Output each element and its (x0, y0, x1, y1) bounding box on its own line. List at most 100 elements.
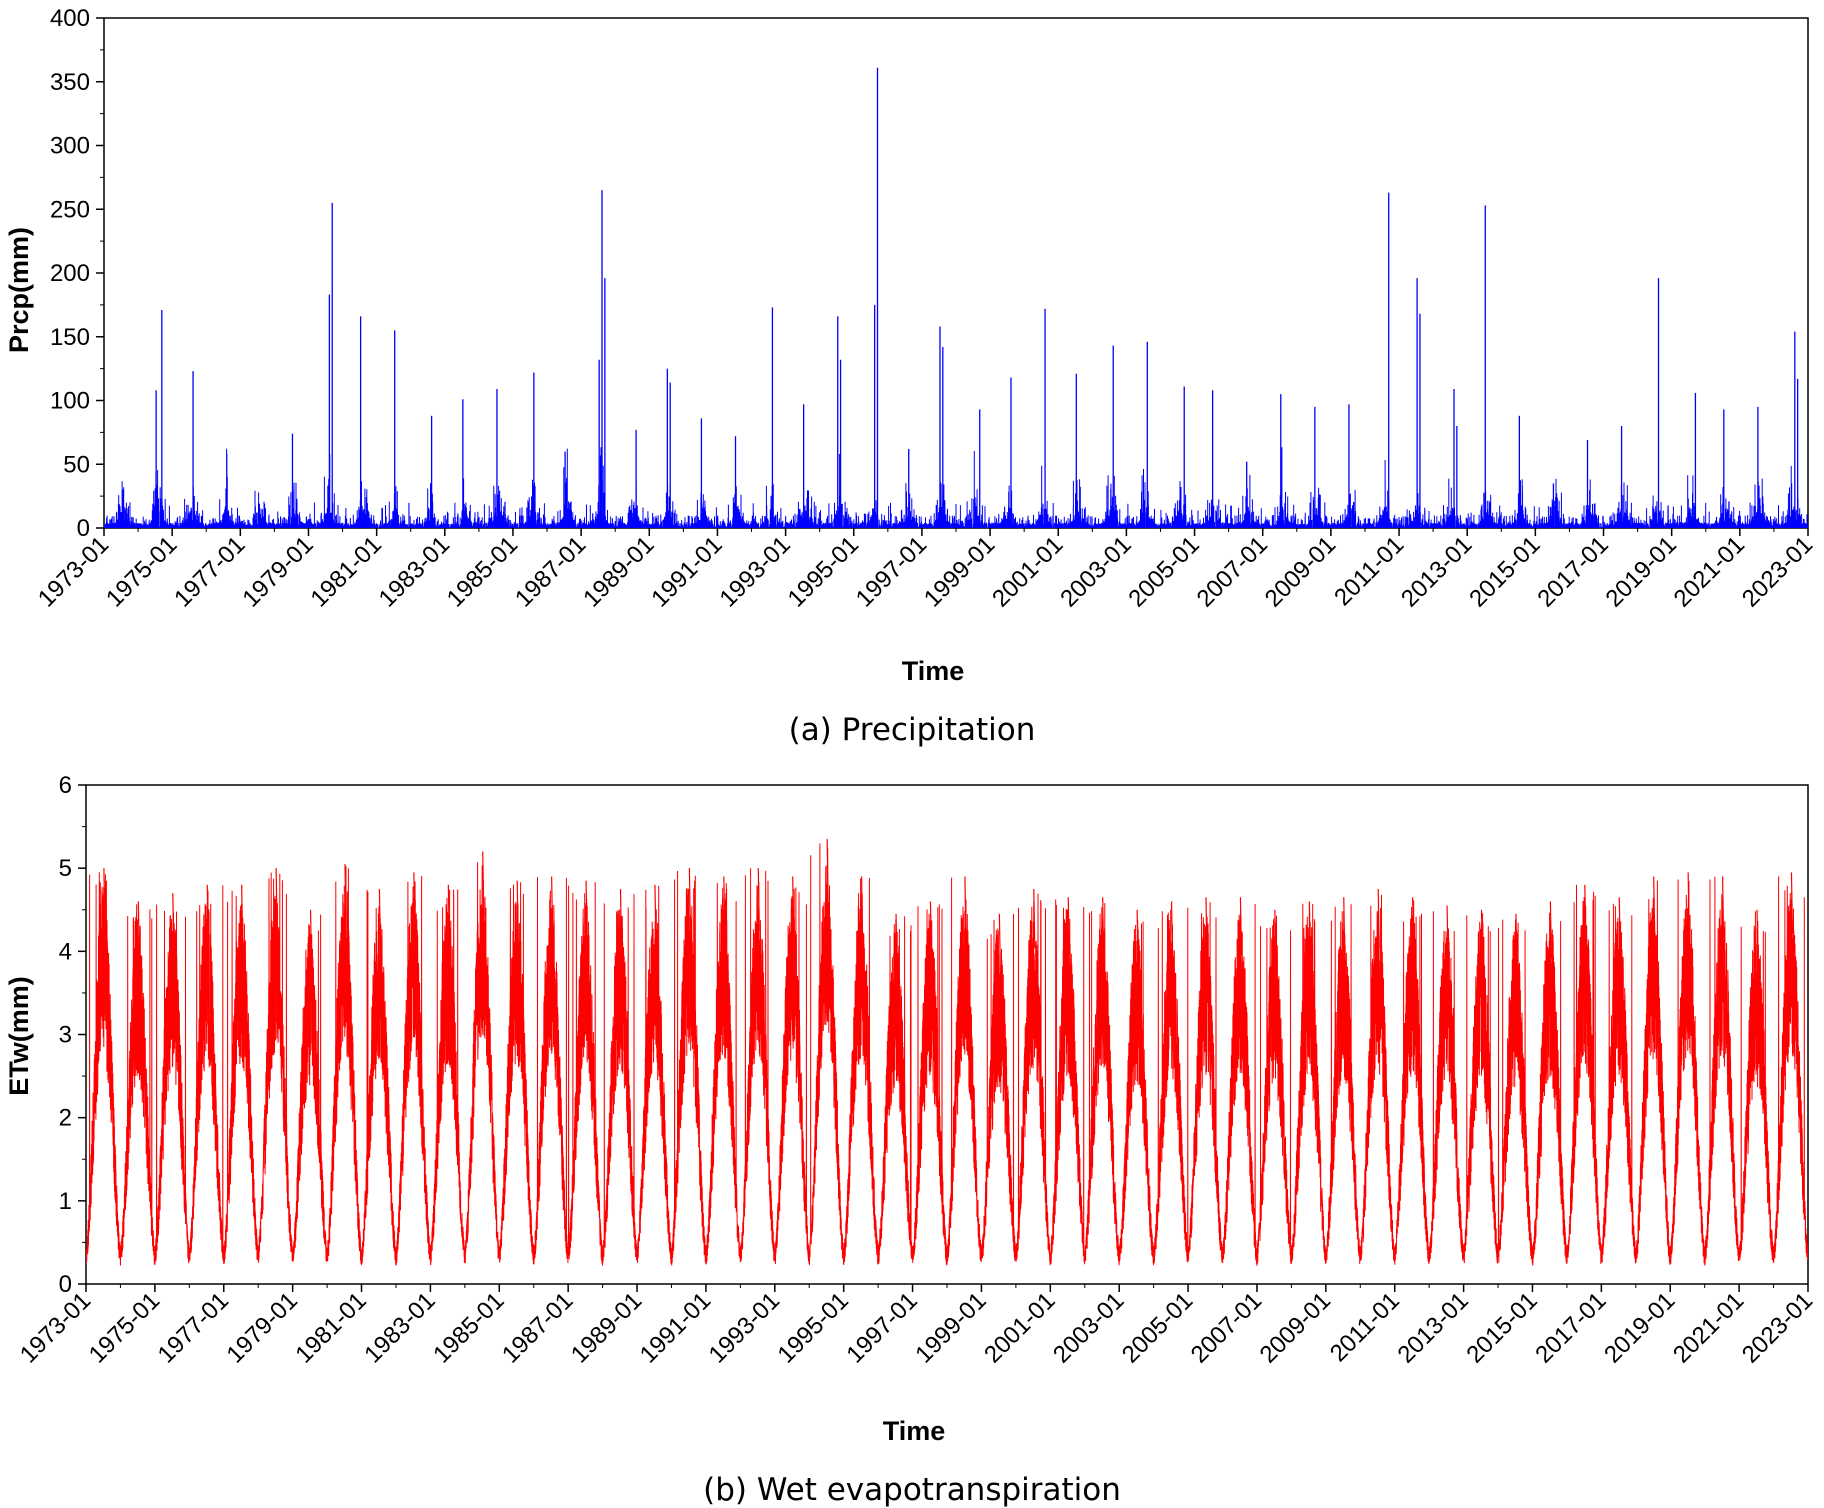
evapotranspiration-y-axis-label: ETw(mm) (4, 976, 34, 1096)
precipitation-x-tick-label: 1973-01 (33, 531, 114, 612)
precipitation-x-tick-label: 1997-01 (851, 531, 932, 612)
evapotranspiration-x-tick-label: 1985-01 (428, 1287, 509, 1368)
evapotranspiration-series-line (86, 843, 1808, 1266)
evapotranspiration-annual-peak-mark (1687, 872, 1690, 935)
evapotranspiration-annual-peak-mark (241, 884, 244, 945)
precipitation-x-tick-label: 1995-01 (783, 531, 864, 612)
precipitation-x-tick-label: 2003-01 (1055, 531, 1136, 612)
evapotranspiration-annual-peak-mark (551, 876, 554, 938)
evapotranspiration-annual-peak-mark (1618, 897, 1621, 956)
evapotranspiration-x-tick-label: 2001-01 (979, 1287, 1060, 1368)
evapotranspiration-annual-peak-mark (1308, 901, 1311, 959)
evapotranspiration-x-tick-label: 1979-01 (222, 1287, 303, 1368)
evapotranspiration-x-tick-label: 1995-01 (773, 1287, 854, 1368)
precipitation-x-tick-label: 2009-01 (1260, 531, 1341, 612)
precipitation-plot-frame (103, 17, 1809, 529)
precipitation-y-tick-label: 250 (50, 196, 90, 223)
evapotranspiration-x-tick-label: 2013-01 (1392, 1287, 1473, 1368)
evapotranspiration-x-tick-label: 1993-01 (704, 1287, 785, 1368)
precipitation-y-tick-label: 50 (63, 451, 90, 478)
evapotranspiration-annual-peak-mark (378, 888, 382, 949)
precipitation-x-tick-label: 2023-01 (1737, 531, 1818, 612)
evapotranspiration-annual-peak-mark (1515, 913, 1518, 970)
evapotranspiration-annual-peak-mark (447, 884, 450, 945)
evapotranspiration-x-tick-label: 2017-01 (1530, 1287, 1611, 1368)
evapotranspiration-annual-peak-mark (1549, 901, 1552, 959)
precipitation-x-axis-label: Time (902, 656, 965, 686)
evapotranspiration-x-tick-label: 1989-01 (566, 1287, 647, 1368)
precipitation-series-background (104, 447, 1808, 528)
evapotranspiration-annual-peak-mark (309, 909, 313, 966)
evapotranspiration-x-tick-label: 1973-01 (15, 1287, 96, 1368)
evapotranspiration-annual-peak-mark (1033, 888, 1036, 949)
evapotranspiration-annual-peak-mark (723, 876, 726, 938)
evapotranspiration-x-tick-label: 1991-01 (635, 1287, 716, 1368)
evapotranspiration-x-tick-label: 1987-01 (497, 1287, 578, 1368)
evapotranspiration-annual-peak-mark (482, 851, 485, 917)
evapotranspiration-annual-peak-mark (619, 888, 623, 949)
evapotranspiration-y-tick-label: 2 (59, 1105, 72, 1132)
evapotranspiration-annual-peak-mark (929, 901, 933, 959)
evapotranspiration-caption: (b) Wet evapotranspiration (703, 1472, 1121, 1508)
evapotranspiration-x-tick-label: 2005-01 (1117, 1287, 1198, 1368)
evapotranspiration-x-tick-label: 1999-01 (910, 1287, 991, 1368)
evapotranspiration-annual-peak-mark (998, 913, 1001, 970)
evapotranspiration-annual-peak-mark (1102, 897, 1105, 956)
precipitation-x-tick-label: 1977-01 (169, 531, 250, 612)
evapotranspiration-annual-peak-mark (688, 868, 691, 931)
evapotranspiration-annual-peak-mark (1239, 897, 1243, 956)
evapotranspiration-annual-peak-mark (103, 868, 106, 931)
evapotranspiration-annual-peak-mark (860, 876, 864, 938)
precipitation-x-tick-label: 1985-01 (442, 531, 523, 612)
evapotranspiration-x-tick-label: 2019-01 (1599, 1287, 1680, 1368)
evapotranspiration-annual-peak-mark (654, 884, 657, 945)
precipitation-x-tick-label: 2011-01 (1329, 531, 1409, 611)
precipitation-x-tick-label: 2015-01 (1464, 531, 1545, 612)
evapotranspiration-annual-peak-mark (757, 868, 760, 931)
evapotranspiration-annual-peak-mark (1205, 897, 1208, 956)
precipitation-x-tick-label: 1991-01 (646, 531, 727, 612)
evapotranspiration-x-tick-label: 1997-01 (841, 1287, 922, 1368)
evapotranspiration-x-tick-label: 1977-01 (153, 1287, 234, 1368)
evapotranspiration-x-tick-label: 1981-01 (290, 1287, 371, 1368)
evapotranspiration-annual-peak-mark (1067, 897, 1070, 956)
evapotranspiration-annual-peak-mark (1136, 909, 1139, 966)
precipitation-x-tick-label: 2005-01 (1123, 531, 1204, 612)
evapotranspiration-y-tick-label: 6 (59, 772, 72, 799)
evapotranspiration-y-tick-label: 1 (59, 1188, 72, 1215)
evapotranspiration-y-tick-label: 5 (59, 855, 72, 882)
evapotranspiration-annual-peak-mark (1480, 909, 1484, 966)
precipitation-y-tick-label: 300 (50, 133, 90, 160)
evapotranspiration-annual-peak-mark (1653, 876, 1656, 938)
evapotranspiration-annual-peak-mark (413, 872, 416, 935)
evapotranspiration-panel: Time ETw(mm) (b) Wet evapotranspiration … (4, 772, 1818, 1508)
precipitation-panel: Time Prcp(mm) (a) Precipitation 0 50 100 15… (4, 5, 1818, 748)
evapotranspiration-y-tick-label: 3 (59, 1022, 72, 1049)
precipitation-x-tick-label: 1999-01 (919, 531, 1000, 612)
precipitation-x-tick-label: 1987-01 (510, 531, 591, 612)
evapotranspiration-x-tick-label: 2009-01 (1255, 1287, 1336, 1368)
evapotranspiration-y-tick-label: 4 (59, 938, 72, 965)
evapotranspiration-annual-peak-mark (1274, 909, 1277, 966)
evapotranspiration-annual-peak-mark (895, 913, 898, 970)
evapotranspiration-annual-peak-mark (1790, 872, 1794, 935)
precipitation-x-tick-label: 2021-01 (1669, 531, 1750, 612)
precipitation-caption: (a) Precipitation (789, 712, 1036, 748)
precipitation-x-tick-label: 1981-01 (306, 531, 387, 612)
precipitation-x-tick-label: 2013-01 (1396, 531, 1477, 612)
evapotranspiration-x-axis-label: Time (883, 1416, 946, 1446)
precipitation-x-tick-label: 1979-01 (237, 531, 318, 612)
evapotranspiration-annual-peak-mark (137, 901, 140, 959)
evapotranspiration-annual-peak-mark (344, 863, 347, 928)
precipitation-x-tick-label: 2017-01 (1532, 531, 1613, 612)
evapotranspiration-y-tick-label: 0 (59, 1271, 72, 1298)
precipitation-x-tick-label: 1975-01 (101, 531, 182, 612)
evapotranspiration-annual-peak-mark (1721, 876, 1725, 938)
precipitation-x-tick-label: 2001-01 (987, 531, 1068, 612)
precipitation-x-tick-label: 2007-01 (1192, 531, 1273, 612)
precipitation-y-tick-label: 150 (50, 324, 90, 351)
evapotranspiration-x-tick-label: 2015-01 (1461, 1287, 1542, 1368)
evapotranspiration-x-tick-label: 2011-01 (1325, 1287, 1405, 1367)
evapotranspiration-annual-peak-mark (516, 880, 519, 942)
